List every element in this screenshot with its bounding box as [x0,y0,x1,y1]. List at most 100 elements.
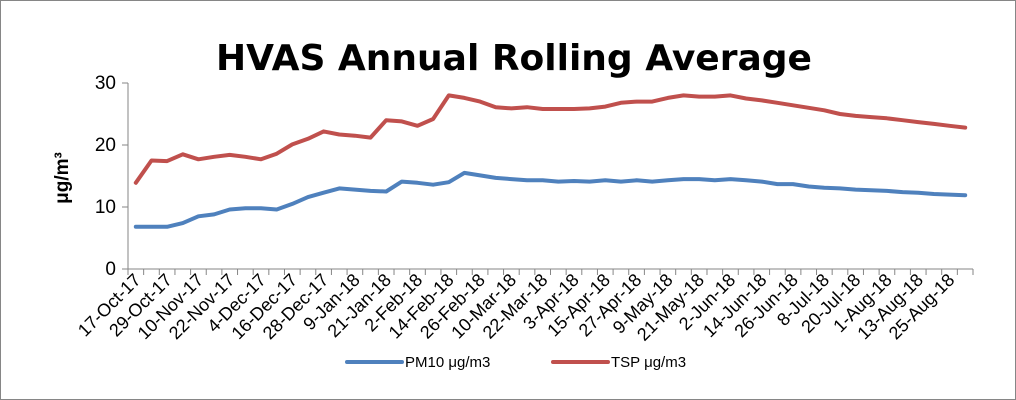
data-point [901,118,905,122]
data-point [134,181,138,185]
data-point [713,178,717,182]
data-point [682,93,686,97]
series-lines [133,93,968,229]
data-point [666,96,670,100]
data-point [948,124,952,128]
data-point [400,180,404,184]
data-point [713,95,717,99]
data-point [822,186,826,190]
data-point [963,193,967,197]
y-axis-label: μg/m³ [52,152,73,204]
data-point [212,212,216,216]
x-axis-tick-labels: 17-Oct-1729-Oct-1710-Nov-1722-Nov-174-De… [74,270,958,345]
y-tick-label: 0 [105,259,116,280]
series-line [133,93,968,185]
data-point [697,177,701,181]
data-point [760,98,764,102]
data-point [556,107,560,111]
data-point [869,115,873,119]
data-point [697,95,701,99]
data-point [775,182,779,186]
data-point [807,106,811,110]
data-point [196,157,200,161]
data-point [932,122,936,126]
data-point [384,118,388,122]
data-point [447,93,451,97]
data-point [431,117,435,121]
data-point [415,181,419,185]
data-point [791,103,795,107]
data-point [196,214,200,218]
data-point [447,180,451,184]
series-line [133,170,968,229]
data-point [744,97,748,100]
legend-label: TSP μg/m3 [611,354,686,371]
data-point [666,178,670,182]
data-point [275,152,279,156]
data-point [807,185,811,189]
data-point [556,180,560,184]
data-point [728,177,732,181]
data-point [916,120,920,124]
data-point [541,107,545,111]
data-point [353,134,357,138]
data-point [275,207,279,211]
data-point [462,96,466,100]
data-point [525,178,529,182]
data-point [791,182,795,186]
data-point [525,105,529,109]
data-point [431,183,435,187]
data-point [948,193,952,197]
data-point [462,171,466,175]
data-point [134,225,138,229]
data-point [228,153,232,157]
data-point [415,124,419,128]
data-point [822,108,826,112]
data-point [619,101,623,105]
y-tick-label: 10 [95,197,116,218]
data-point [603,105,607,109]
data-point [744,178,748,182]
data-point [353,188,357,192]
legend: PM10 μg/m3 TSP μg/m3 [345,354,686,371]
data-point [369,136,373,140]
data-point [494,105,498,109]
data-point [165,159,169,163]
data-point [181,152,185,156]
data-point [760,180,764,184]
data-point [290,142,294,146]
data-point [243,206,247,210]
data-point [337,186,341,190]
data-point [494,176,498,180]
data-point [337,132,341,136]
data-point [963,126,967,130]
data-point [775,101,779,105]
legend-label: PM10 μg/m3 [405,354,490,371]
chart-title: HVAS Annual Rolling Average [216,38,812,79]
data-point [181,221,185,225]
data-point [603,178,607,182]
data-point [290,202,294,206]
data-point [369,189,373,193]
data-point [932,192,936,196]
data-point [509,177,513,181]
data-point [572,179,576,183]
data-point [384,190,388,193]
data-point [728,93,732,97]
axes [122,82,974,275]
data-point [635,100,639,104]
data-point [885,116,889,120]
y-axis-tick-labels: 0 10 20 30 [95,73,116,280]
data-point [572,107,576,111]
data-point [588,106,592,110]
data-point [478,173,482,177]
data-point [541,178,545,182]
data-point [306,137,310,141]
data-point [149,225,153,229]
data-point [322,129,326,133]
data-point [588,180,592,184]
data-point [916,191,920,195]
y-tick-label: 20 [95,135,116,156]
